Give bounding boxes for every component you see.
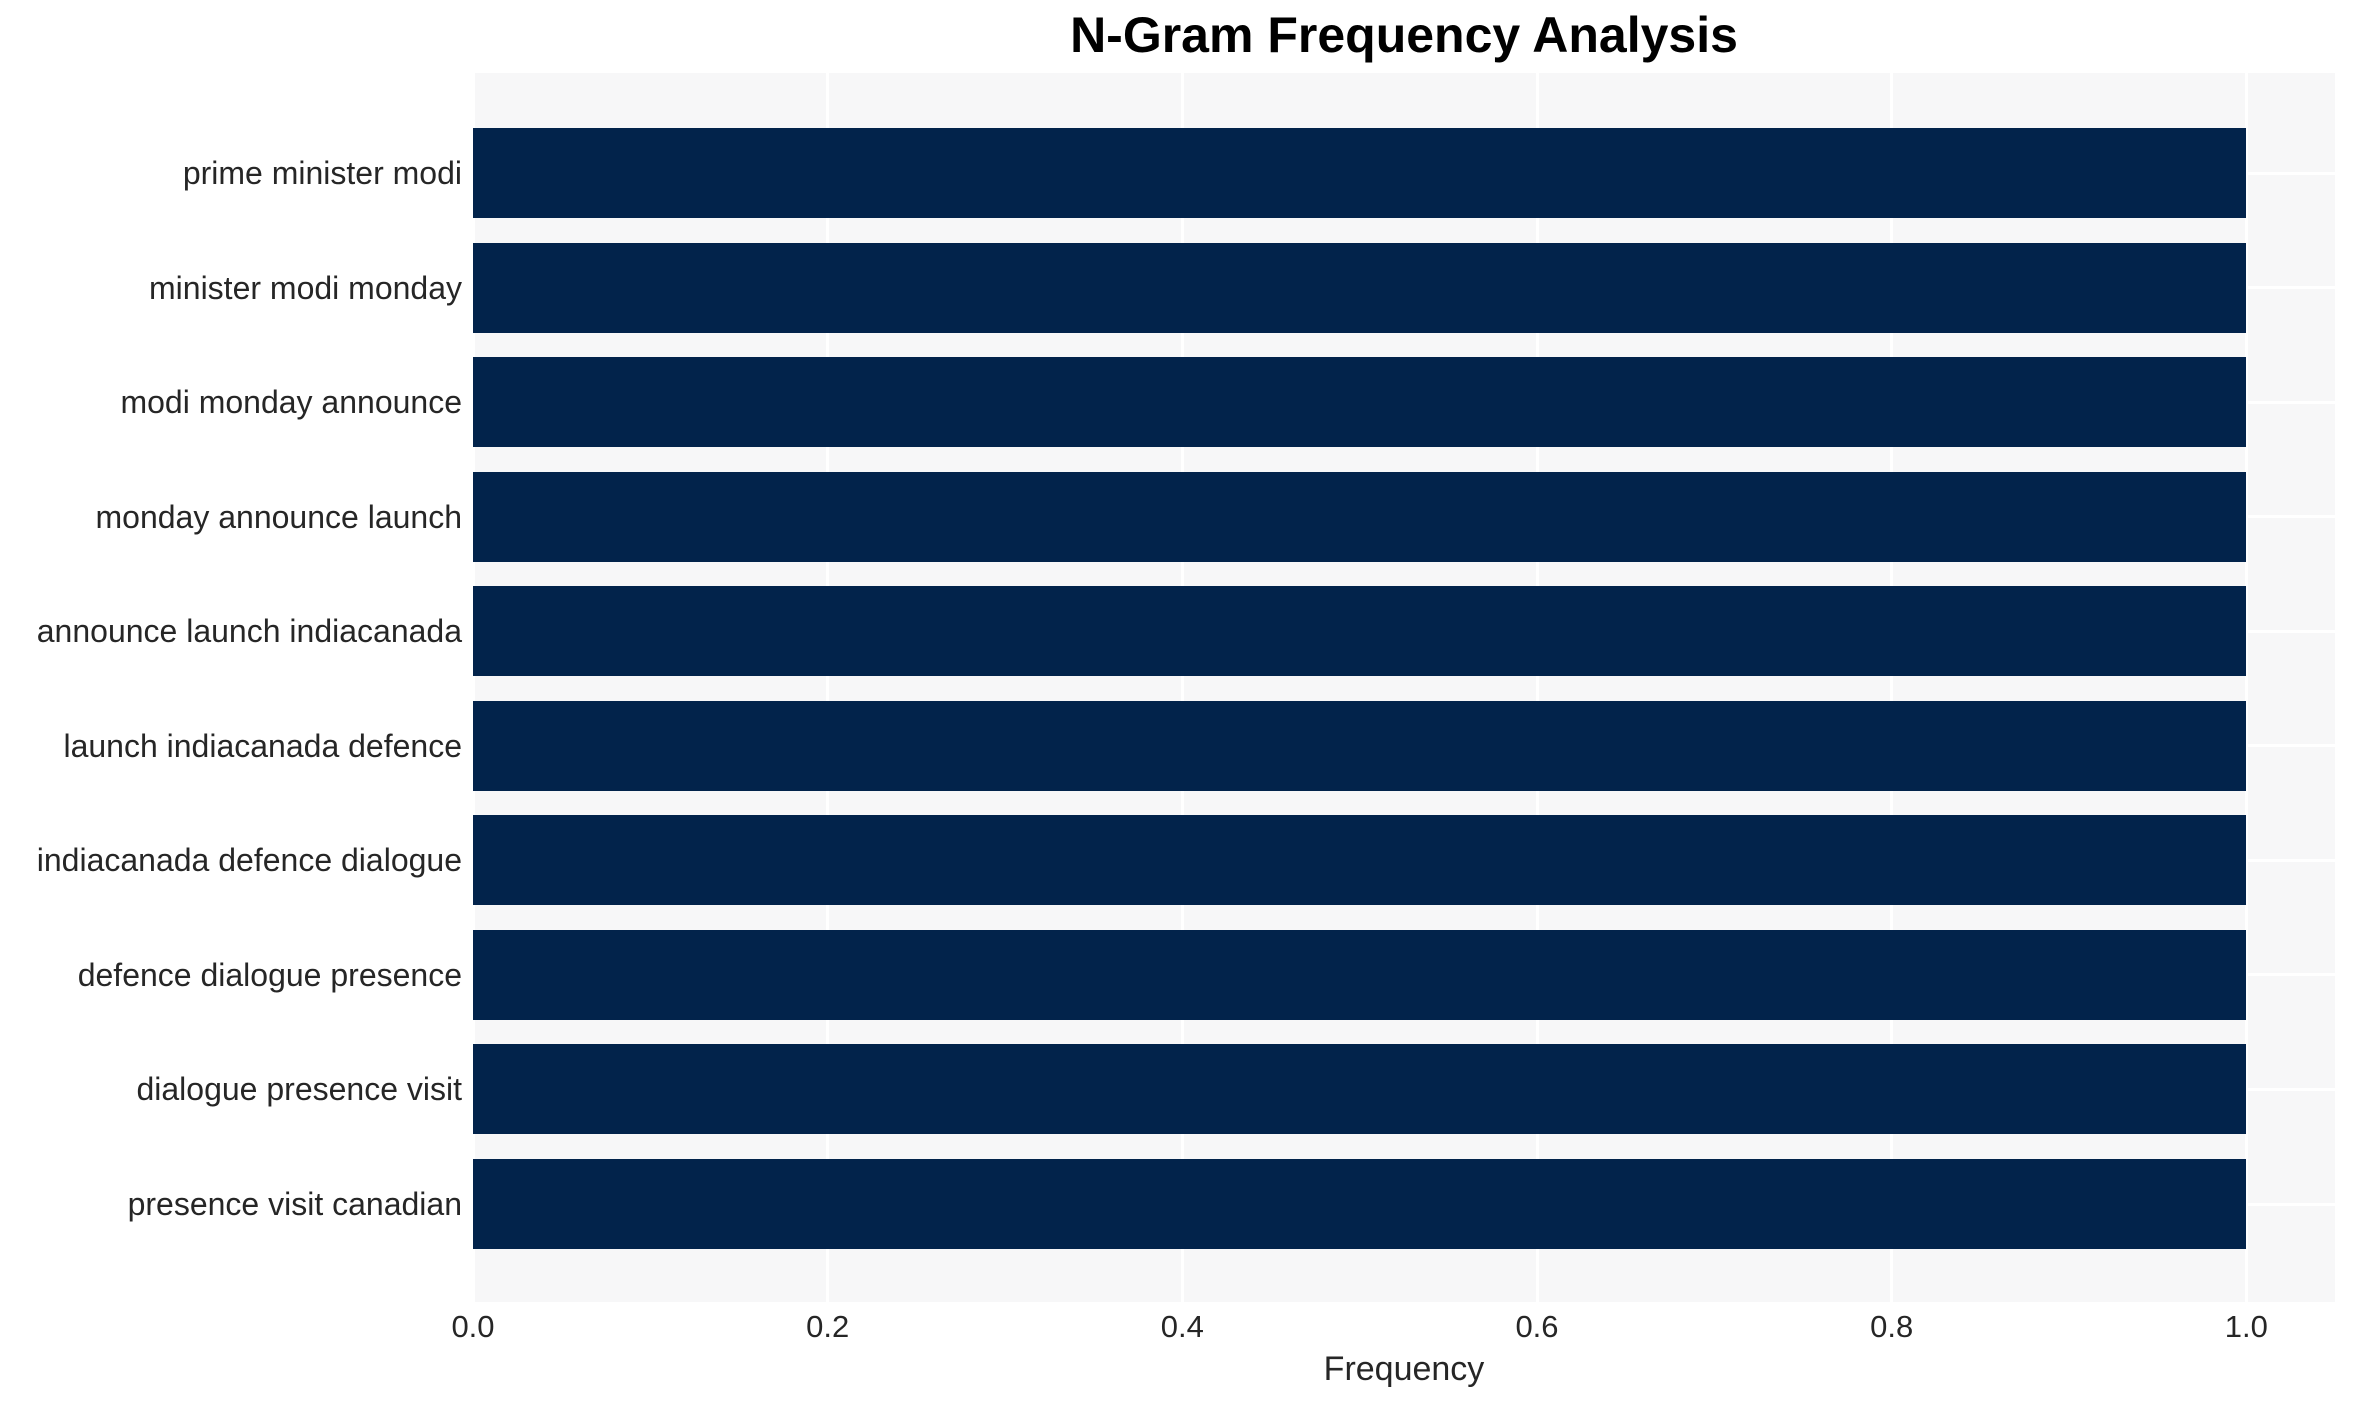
x-axis-tick-label: 0.2 — [806, 1309, 850, 1344]
bar — [473, 586, 2247, 677]
y-axis-tick-label: indiacanada defence dialogue — [36, 842, 462, 879]
bar — [473, 357, 2247, 448]
x-axis-label: Frequency — [1323, 1350, 1485, 1388]
bar — [473, 1159, 2247, 1250]
x-gridline — [1890, 73, 1894, 1302]
bar — [473, 128, 2247, 218]
x-axis-tick-label: 0.8 — [1870, 1309, 1914, 1344]
x-axis-tick-label: 1.0 — [2224, 1309, 2268, 1344]
x-gridline — [826, 73, 830, 1302]
chart-title: N-Gram Frequency Analysis — [1070, 7, 1738, 63]
x-gridline — [1180, 73, 1184, 1302]
bar — [473, 700, 2247, 791]
x-axis-tick-label: 0.4 — [1160, 1309, 1204, 1344]
x-gridline — [1535, 73, 1539, 1302]
x-axis-tick-label: 0.6 — [1515, 1309, 1559, 1344]
y-axis-tick-label: defence dialogue presence — [77, 956, 462, 993]
y-axis-tick-label: minister modi monday — [149, 269, 462, 306]
x-axis-tick-label: 0.0 — [451, 1309, 495, 1344]
y-axis-tick-label: presence visit canadian — [127, 1186, 462, 1223]
plot-area — [473, 73, 2335, 1302]
x-gridline — [473, 73, 475, 1302]
y-axis-tick-label: modi monday announce — [120, 384, 462, 421]
x-gridline — [2244, 73, 2248, 1302]
bar — [473, 471, 2247, 562]
bar — [473, 929, 2247, 1020]
y-axis-tick-label: dialogue presence visit — [136, 1071, 462, 1108]
bar — [473, 242, 2247, 333]
bar — [473, 1044, 2247, 1135]
bar — [473, 815, 2247, 906]
y-axis-tick-label: monday announce launch — [95, 498, 463, 535]
y-axis-tick-label: launch indiacanada defence — [63, 727, 462, 764]
y-axis-tick-label: announce launch indiacanada — [36, 613, 462, 650]
y-axis-tick-label: prime minister modi — [182, 155, 462, 191]
